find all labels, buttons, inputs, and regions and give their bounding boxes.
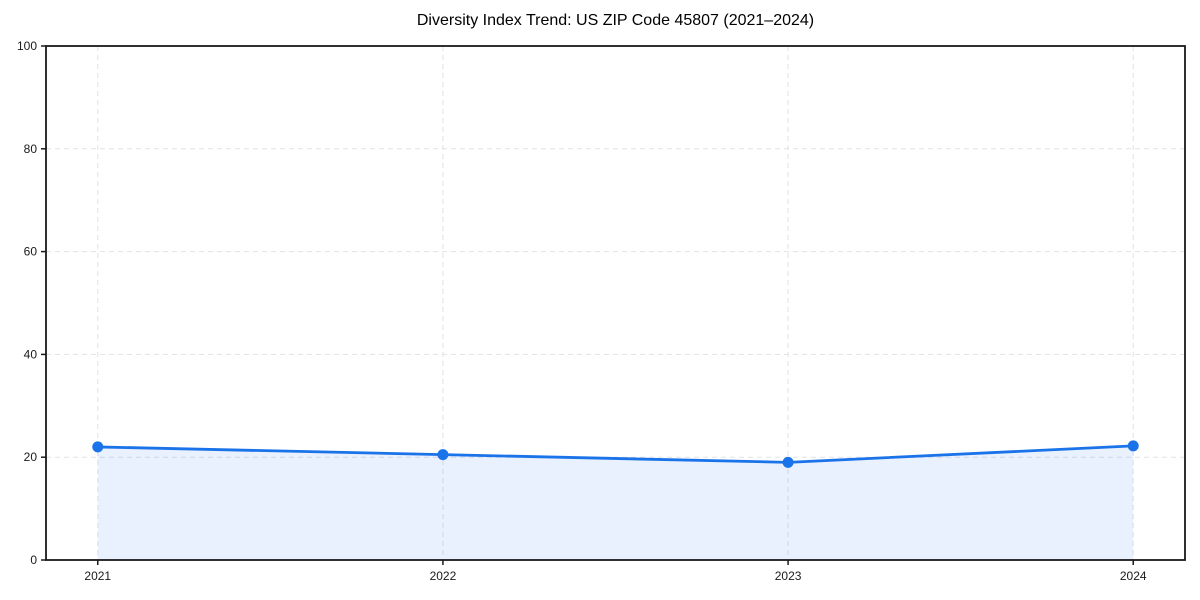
y-tick-label: 80	[24, 142, 38, 156]
y-tick-label: 60	[24, 245, 38, 259]
y-tick-label: 0	[30, 553, 37, 567]
y-tick-label: 20	[24, 450, 38, 464]
y-tick-label: 40	[24, 347, 38, 361]
x-tick-label: 2023	[775, 569, 802, 583]
chart-title: Diversity Index Trend: US ZIP Code 45807…	[416, 12, 815, 29]
data-point-2023	[782, 456, 794, 468]
data-point-2022	[437, 449, 449, 461]
x-tick-label: 2022	[430, 569, 457, 583]
trend-line	[96, 444, 1135, 464]
area-fill	[97, 445, 1134, 560]
plot-border	[45, 45, 1186, 561]
data-point-2024	[1127, 440, 1139, 452]
x-tick-label: 2024	[1120, 569, 1147, 583]
x-tick-label: 2021	[84, 569, 111, 583]
y-tick-label: 100	[17, 39, 37, 53]
data-point-2021	[92, 441, 104, 453]
